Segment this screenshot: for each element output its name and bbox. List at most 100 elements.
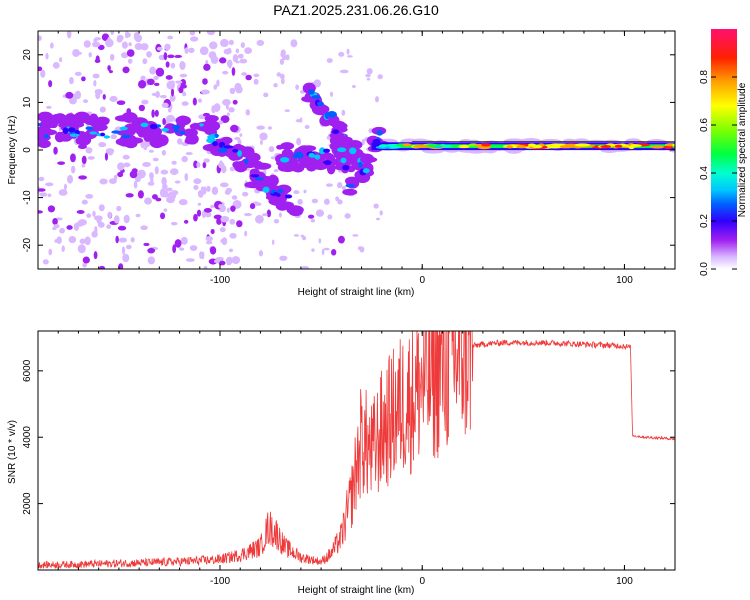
- spectrogram-blob: [135, 213, 141, 218]
- spectrogram-blob: [213, 214, 222, 220]
- spectrogram-blob: [105, 38, 114, 48]
- spectrogram-blob: [50, 42, 54, 49]
- spectrogram-blob: [326, 162, 336, 175]
- spectrogram-blob: [311, 248, 315, 252]
- spectrogram-blob: [330, 249, 337, 256]
- spectrogram-blob: [284, 109, 291, 113]
- spectrogram-blob: [231, 195, 238, 200]
- spectrogram-blob: [630, 144, 638, 148]
- spectrogram-blob: [323, 247, 330, 251]
- spectrogram-blob: [174, 54, 183, 58]
- spectrogram-blob: [162, 183, 168, 190]
- spectrogram-blob: [303, 189, 307, 194]
- snr-x-tick-label: 0: [419, 576, 425, 587]
- colorbar-tick-label: 0.0: [699, 262, 710, 276]
- spectrogram-blob: [196, 162, 201, 168]
- spectrogram-blob: [94, 37, 102, 41]
- spectrogram-blob: [235, 85, 243, 94]
- spectrogram-blob: [268, 146, 275, 153]
- spectrogram-blob: [266, 209, 272, 218]
- spectrogram-blob: [185, 133, 199, 145]
- spectrogram-blob: [328, 120, 346, 127]
- spectrogram-blob: [100, 132, 105, 137]
- spectrogram-blob: [99, 106, 106, 113]
- spectrogram-blob: [98, 265, 106, 269]
- spectrogram-blob: [213, 84, 218, 90]
- spectrogram-blob: [63, 115, 73, 128]
- spectrogram-blob: [338, 51, 345, 57]
- spectrogram-blob: [93, 251, 98, 260]
- spectrogram-blob: [532, 145, 543, 149]
- spectrogram-blob: [203, 63, 211, 71]
- spectrogram-blob: [121, 246, 126, 255]
- spectrogram-blob: [117, 171, 124, 178]
- spectrogram-blob: [161, 102, 169, 108]
- snr-y-tick-label: 4000: [22, 426, 33, 449]
- spectrogram-blob: [278, 212, 282, 218]
- spectrogram-blob: [178, 86, 184, 94]
- spectrogram-blob: [62, 127, 69, 134]
- spectrogram-blob: [45, 182, 54, 187]
- spectrogram-blob: [73, 222, 80, 231]
- spectrogram-blob: [96, 215, 102, 225]
- spectrogram-blob: [152, 194, 158, 200]
- spectrogram-blob: [169, 94, 176, 102]
- spectrogram-blob: [59, 227, 65, 234]
- spectrogram-blob: [321, 248, 325, 256]
- spectrogram-blob: [337, 147, 347, 153]
- spectrogram-blob: [142, 162, 151, 167]
- spectrogram-blob: [170, 88, 175, 97]
- spectrogram-blob: [236, 220, 243, 228]
- spectrogram-blob: [52, 61, 60, 69]
- spectrogram-blob: [118, 263, 124, 269]
- spectrogram-blob: [310, 218, 316, 223]
- spectrogram-blob: [108, 178, 117, 184]
- spectrogram-blob: [161, 149, 167, 156]
- spectrogram-blob: [63, 183, 67, 191]
- spectrogram-blob: [237, 53, 244, 59]
- spectrogram-blob: [165, 75, 173, 80]
- spectrogram-blob: [133, 180, 138, 189]
- spectrogram-blob: [199, 46, 209, 56]
- spectrogram-blob: [229, 218, 236, 225]
- spectrogram-blob: [184, 173, 189, 181]
- spectrogram-blob: [143, 146, 148, 151]
- spectrogram-y-tick-label: -20: [22, 238, 33, 253]
- spectrogram-blob: [140, 225, 148, 231]
- spectrogram-blob: [149, 123, 158, 130]
- spectrogram-blob: [273, 83, 278, 88]
- spectrogram-blob: [124, 32, 131, 38]
- spectrogram-blob: [103, 135, 111, 139]
- spectrogram-blob: [219, 160, 223, 165]
- spectrogram-blob: [70, 153, 76, 163]
- spectrogram-blob: [297, 198, 303, 205]
- spectrogram-blob: [213, 106, 220, 112]
- spectrogram-blob: [336, 182, 343, 189]
- spectrogram-blob: [84, 236, 91, 246]
- spectrogram-blob: [68, 235, 77, 244]
- spectrogram-blob: [208, 51, 217, 60]
- spectrogram-blob: [54, 239, 59, 243]
- spectrogram-blob: [38, 122, 42, 127]
- spectrogram-blob: [229, 166, 236, 172]
- spectrogram-blob: [240, 42, 245, 49]
- spectrogram-blob: [59, 57, 63, 63]
- spectrogram-blob: [167, 54, 175, 59]
- snr-y-tick-label: 2000: [22, 492, 33, 515]
- spectrogram-blob: [650, 145, 665, 149]
- spectrogram-blob: [108, 70, 113, 74]
- spectrogram-blob: [85, 126, 94, 131]
- spectrogram-blob: [239, 58, 248, 64]
- spectrogram-blob: [260, 139, 263, 145]
- spectrogram-blob: [185, 152, 193, 156]
- spectrogram-blob: [229, 87, 236, 95]
- spectrogram-blob: [185, 258, 195, 262]
- spectrogram-blob: [196, 209, 202, 217]
- spectrogram-blob: [375, 96, 380, 103]
- spectrogram-blob: [143, 242, 150, 247]
- spectrogram-blob: [193, 184, 199, 190]
- spectrogram-blob: [311, 198, 319, 204]
- spectrogram-blob: [126, 49, 135, 57]
- spectrogram-blob: [76, 210, 85, 214]
- spectrogram-blob: [203, 207, 212, 213]
